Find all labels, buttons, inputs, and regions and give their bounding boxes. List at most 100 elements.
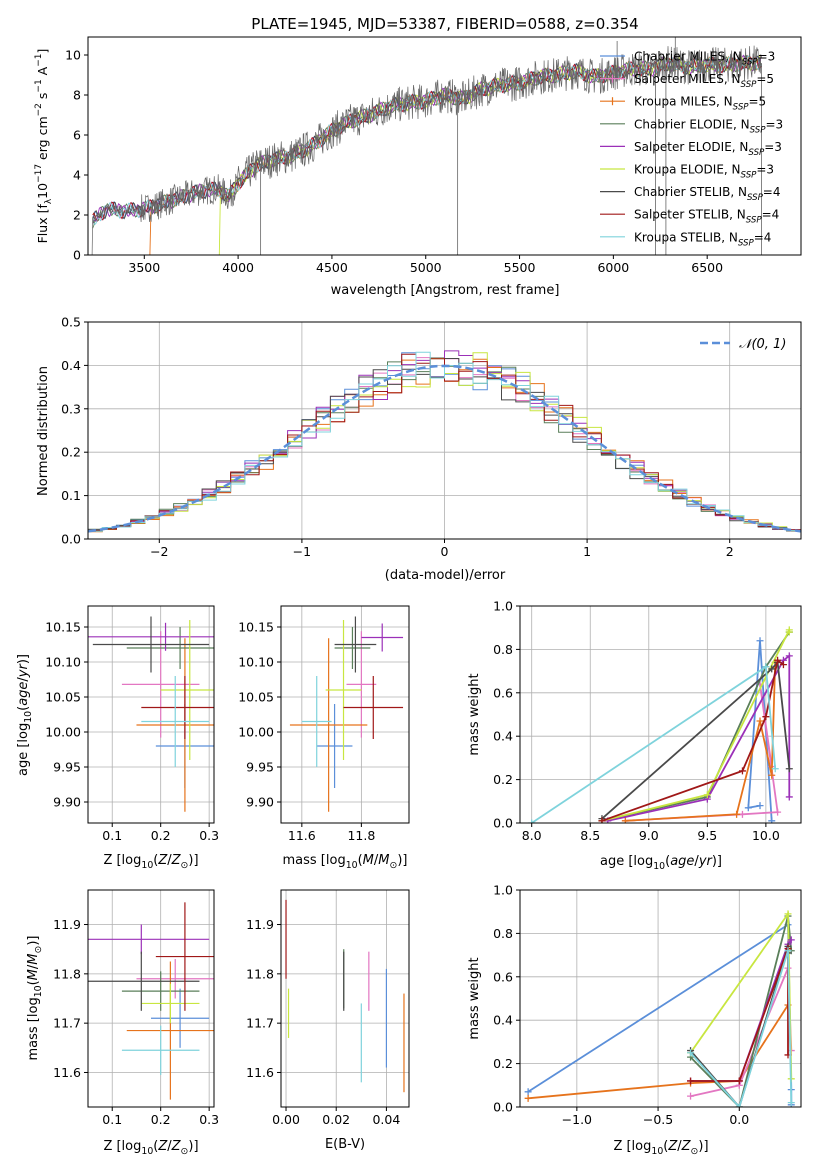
plot-age_vs_mass: 11.6 11.8 9.90 9.95 10.00 10.05 10.10 10.15 mass… xyxy=(238,605,410,871)
y-tick-label: 11.8 xyxy=(53,966,81,981)
y-tick-label: 0.2 xyxy=(493,772,513,787)
legend-label: Salpeter ELODIE, NSSP=3 xyxy=(634,140,782,158)
weight-marker xyxy=(768,771,776,779)
legend-label: Salpeter MILES, NSSP=5 xyxy=(634,72,774,90)
plot-area xyxy=(524,910,795,1107)
x-tick-label: 11.6 xyxy=(288,828,316,843)
y-tick-label: 10.00 xyxy=(45,725,81,740)
x-axis-label: (data-model)/error xyxy=(385,568,506,583)
weight-marker xyxy=(738,767,746,775)
plot-weight_vs_Z: −1.0 −0.5 0.0 0.0 0.2 0.4 0.6 0.8 1.0 mass weight… xyxy=(467,883,802,1157)
normal-curve xyxy=(88,364,801,533)
x-axis-label: Z [log10(Z/Z⊙)] xyxy=(613,1139,708,1157)
y-tick-label: 1.0 xyxy=(493,883,513,898)
y-tick-label: 6 xyxy=(73,128,81,143)
x-tick-label: 0.04 xyxy=(372,1112,400,1127)
y-tick-label: 10.00 xyxy=(238,725,274,740)
y-tick-label: 0.1 xyxy=(61,488,81,503)
weight-marker xyxy=(768,817,776,823)
weight-marker xyxy=(785,765,793,773)
y-tick-label: 0.0 xyxy=(493,1100,513,1115)
weight-line-3 xyxy=(601,631,791,822)
x-tick-label: 6000 xyxy=(597,260,629,275)
x-tick-label: 0.2 xyxy=(151,1112,171,1127)
y-tick-label: 0.2 xyxy=(493,1056,513,1071)
weight-marker xyxy=(787,1099,795,1107)
x-tick-label: −1 xyxy=(293,544,311,559)
axes-frame xyxy=(519,605,802,824)
x-tick-label: −1.0 xyxy=(562,1112,592,1127)
axes-frame xyxy=(280,889,410,1108)
figure-title: PLATE=1945, MJD=53387, FIBERID=0588, z=0… xyxy=(251,15,638,33)
plot-area xyxy=(91,37,762,255)
x-tick-label: 0.0 xyxy=(729,1112,749,1127)
weight-marker xyxy=(762,713,770,721)
x-tick-label: 0.3 xyxy=(199,828,219,843)
plot-residuals: −2 −1 0 1 2 0.0 0.1 0.2 0.3 0.4 0.5 𝒩(0, 1) (data-mo… xyxy=(36,315,802,583)
legend-label: Kroupa ELODIE, NSSP=3 xyxy=(634,163,774,181)
x-axis-label: age [log10(age/yr)] xyxy=(600,854,722,872)
x-tick-label: 6500 xyxy=(691,260,723,275)
plot-mass_vs_ebv: 0.00 0.02 0.04 11.6 11.7 11.8 11.9 E(B-V) xyxy=(246,889,410,1152)
y-axis-label: mass [log10(M/M⊙)] xyxy=(26,936,44,1061)
y-tick-label: 0.8 xyxy=(493,926,513,941)
weight-marker xyxy=(784,910,792,918)
x-axis-label: wavelength [Angstrom, rest frame] xyxy=(331,283,560,298)
x-tick-label: 0.1 xyxy=(102,828,122,843)
y-tick-label: 0.4 xyxy=(493,729,513,744)
y-axis-label: Normed distribution xyxy=(36,366,51,496)
y-tick-label: 0.5 xyxy=(61,315,81,330)
y-tick-label: 0.6 xyxy=(493,969,513,984)
y-tick-label: 11.7 xyxy=(53,1016,81,1031)
plot-mass_vs_Z: 0.1 0.2 0.3 11.6 11.7 11.8 11.9 Z [log10(Z/Z⊙)]… xyxy=(26,889,219,1157)
plot-area xyxy=(88,902,214,1100)
plot-background xyxy=(281,606,409,823)
y-tick-label: 0.6 xyxy=(493,685,513,700)
weight-marker xyxy=(771,765,779,773)
weight-marker xyxy=(787,936,795,944)
x-axis-label: Z [log10(Z/Z⊙)] xyxy=(103,853,198,871)
y-tick-label: 11.9 xyxy=(53,917,81,932)
weight-marker xyxy=(687,1049,695,1057)
weight-marker xyxy=(687,1092,695,1100)
weight-marker xyxy=(524,1088,532,1096)
legend-label: Chabrier STELIB, NSSP=4 xyxy=(634,185,781,203)
observed-spectrum xyxy=(91,45,762,255)
plot-age_vs_Z: 0.1 0.2 0.3 9.90 9.95 10.00 10.05 10.10 10.15 Z [… xyxy=(16,605,219,871)
x-tick-label: 4500 xyxy=(316,260,348,275)
x-tick-label: 5000 xyxy=(410,260,442,275)
weight-marker xyxy=(774,656,782,664)
y-tick-label: 0.0 xyxy=(493,816,513,831)
x-axis-label: Z [log10(Z/Z⊙)] xyxy=(103,1139,198,1157)
y-tick-label: 10.10 xyxy=(45,655,81,670)
weight-marker xyxy=(744,804,752,812)
y-tick-label: 11.9 xyxy=(246,917,274,932)
weight-marker xyxy=(703,791,711,799)
plot-background xyxy=(281,890,409,1107)
axes-frame xyxy=(280,605,410,824)
x-tick-label: 9.5 xyxy=(697,828,717,843)
y-axis-label: mass weight xyxy=(467,673,482,755)
residual-histogram-8 xyxy=(88,351,801,534)
weight-marker xyxy=(756,637,764,645)
weight-marker xyxy=(762,663,770,671)
weight-line-6 xyxy=(601,660,791,820)
legend-label: Salpeter STELIB, NSSP=4 xyxy=(634,208,779,226)
y-tick-label: 8 xyxy=(73,88,81,103)
weight-marker xyxy=(735,1077,743,1085)
plot-background xyxy=(520,890,801,1107)
x-tick-label: −2 xyxy=(150,544,168,559)
plot-area xyxy=(88,616,214,812)
x-tick-label: 3500 xyxy=(128,260,160,275)
y-tick-label: 10 xyxy=(65,48,81,63)
x-tick-label: −0.5 xyxy=(643,1112,673,1127)
weight-marker xyxy=(524,1094,532,1102)
y-tick-label: 0 xyxy=(73,248,81,263)
y-tick-label: 10.05 xyxy=(45,690,81,705)
weight-marker xyxy=(768,665,776,673)
weight-marker xyxy=(621,817,629,823)
x-tick-label: 8.5 xyxy=(580,828,600,843)
y-tick-label: 10.05 xyxy=(238,690,274,705)
x-tick-label: 0.00 xyxy=(272,1112,300,1127)
y-tick-label: 11.7 xyxy=(246,1016,274,1031)
